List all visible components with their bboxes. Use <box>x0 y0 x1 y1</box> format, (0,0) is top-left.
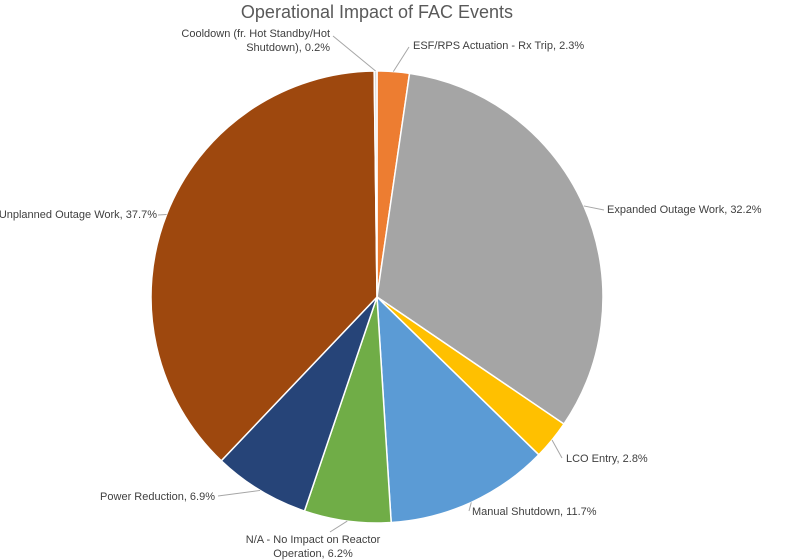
chart-title: Operational Impact of FAC Events <box>241 2 513 22</box>
leader-line <box>551 439 563 459</box>
data-label: Unplanned Outage Work, 37.7% <box>0 209 157 221</box>
leader-line <box>468 502 472 512</box>
leader-line <box>332 35 376 72</box>
slice <box>376 72 604 426</box>
leader-line <box>157 213 167 216</box>
data-label: Expanded Outage Work, 32.2% <box>607 204 762 216</box>
data-label: ESF/RPS Actuation - Rx Trip, 2.3% <box>413 40 584 52</box>
data-label: N/A - No Impact on Reactor <box>246 534 381 546</box>
leader-line <box>329 520 348 533</box>
slice <box>150 70 378 462</box>
data-label: LCO Entry, 2.8% <box>566 453 648 465</box>
data-label: Shutdown), 0.2% <box>246 42 330 54</box>
leader-line <box>583 205 605 211</box>
leader-line <box>392 46 410 72</box>
leader-line <box>217 489 261 497</box>
data-label: Power Reduction, 6.9% <box>100 491 215 503</box>
data-label: Cooldown (fr. Hot Standby/Hot <box>181 28 330 40</box>
data-label: Operation, 6.2% <box>273 548 353 560</box>
data-label: Manual Shutdown, 11.7% <box>472 506 597 518</box>
slice <box>376 295 540 524</box>
